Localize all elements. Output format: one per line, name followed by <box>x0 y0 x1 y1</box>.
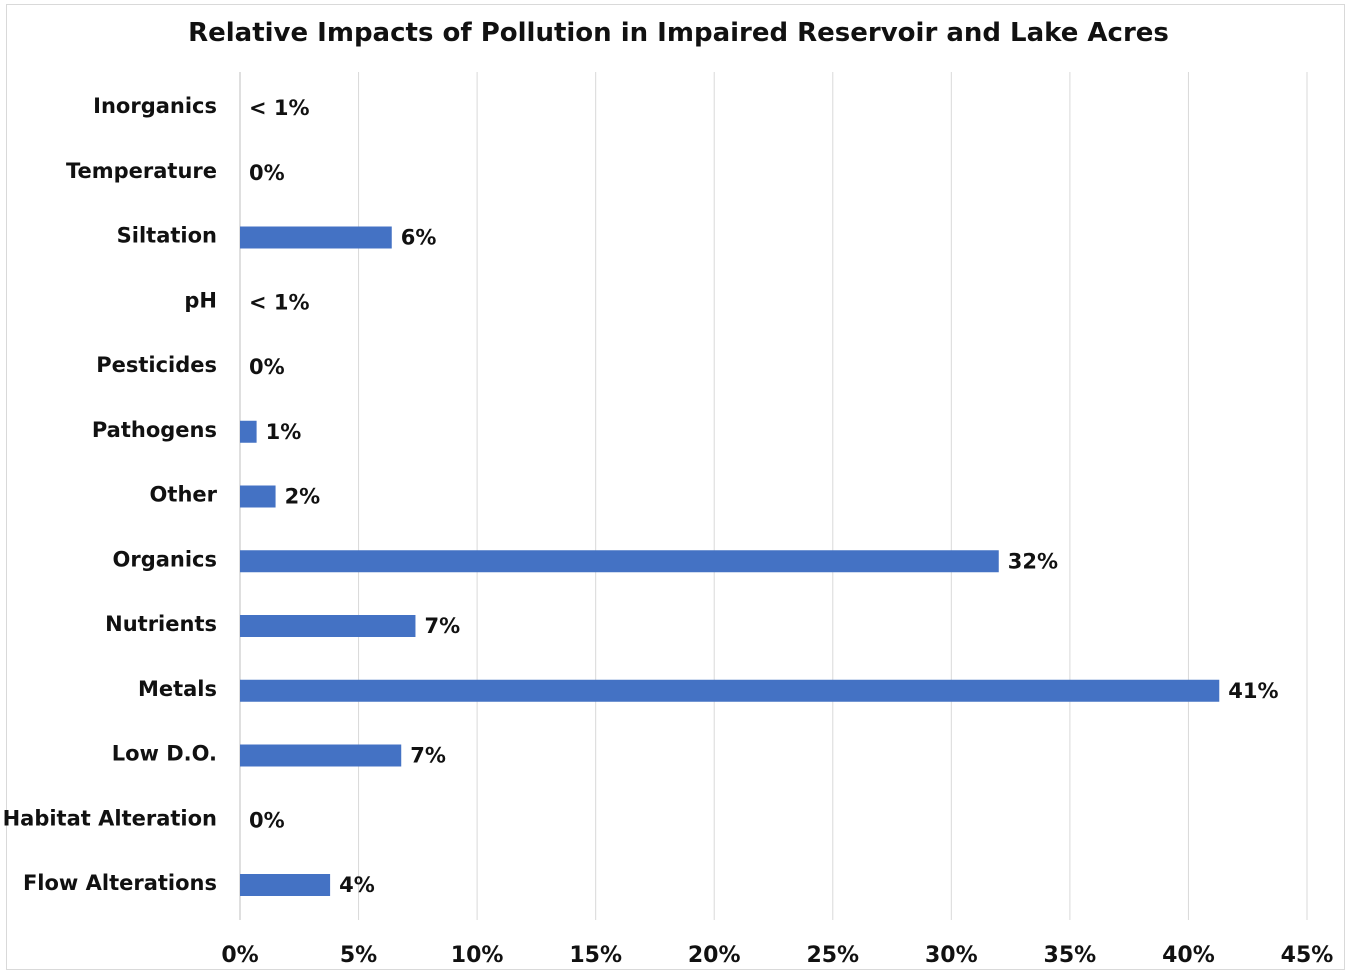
category-label: Pathogens <box>92 418 217 442</box>
bar <box>240 550 999 573</box>
x-tick-label: 30% <box>925 943 978 968</box>
x-tick-label: 20% <box>688 943 741 968</box>
category-label: Nutrients <box>105 612 217 636</box>
bar <box>240 679 1220 702</box>
data-label: 0% <box>249 355 285 379</box>
x-tick-label: 35% <box>1044 943 1097 968</box>
category-label: Inorganics <box>93 94 217 118</box>
category-label: pH <box>184 288 217 312</box>
x-tick-label: 0% <box>221 943 258 968</box>
bar <box>240 226 392 249</box>
data-label: 0% <box>249 808 285 832</box>
category-label: Low D.O. <box>112 742 217 766</box>
x-tick-label: 40% <box>1162 943 1215 968</box>
category-label: Metals <box>138 677 217 701</box>
data-label: 32% <box>1008 549 1058 573</box>
data-label: 1% <box>266 420 302 444</box>
data-label: < 1% <box>249 96 310 120</box>
data-label: < 1% <box>249 290 310 314</box>
data-label: 7% <box>424 614 460 638</box>
x-tick-label: 5% <box>340 943 377 968</box>
bar <box>240 485 276 508</box>
category-label: Temperature <box>66 159 217 183</box>
chart-title: Relative Impacts of Pollution in Impaire… <box>188 18 1169 48</box>
data-label: 2% <box>285 485 321 509</box>
bar <box>240 615 416 637</box>
x-tick-label: 45% <box>1281 943 1334 968</box>
x-tick-label: 15% <box>569 943 622 968</box>
category-label: Other <box>150 483 218 507</box>
category-label: Pesticides <box>96 353 217 377</box>
data-label: 4% <box>339 873 375 897</box>
data-label: 6% <box>401 226 437 250</box>
bar <box>240 874 331 896</box>
bar <box>240 420 257 443</box>
x-tick-label: 25% <box>806 943 859 968</box>
category-label: Habitat Alteration <box>3 806 217 830</box>
chart-frame <box>6 4 1345 970</box>
category-label: Flow Alterations <box>23 871 217 895</box>
data-label: 41% <box>1228 679 1278 703</box>
x-tick-label: 10% <box>451 943 504 968</box>
data-label: 7% <box>410 744 446 768</box>
bar <box>240 744 402 767</box>
category-label: Organics <box>112 547 217 571</box>
data-label: 0% <box>249 161 285 185</box>
category-label: Siltation <box>117 224 217 248</box>
